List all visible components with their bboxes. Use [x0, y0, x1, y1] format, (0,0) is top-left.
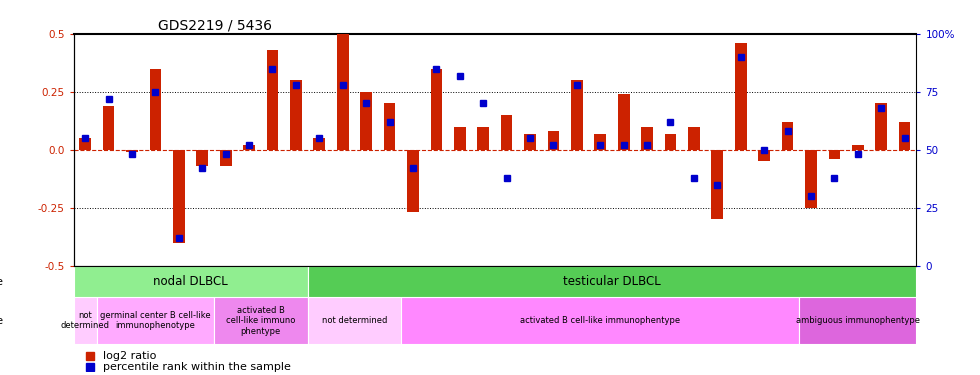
Bar: [337, 34, 349, 150]
Text: percentile rank within the sample: percentile rank within the sample: [103, 362, 291, 372]
Bar: [595, 134, 606, 150]
Bar: [664, 134, 676, 150]
Text: nodal DLBCL: nodal DLBCL: [153, 275, 228, 288]
Bar: [384, 104, 395, 150]
Bar: [220, 150, 231, 166]
Text: tissue: tissue: [0, 277, 3, 286]
Bar: [641, 127, 653, 150]
Bar: [800, 297, 916, 344]
Text: germinal center B cell-like
immunophenotype: germinal center B cell-like immunophenot…: [100, 311, 211, 330]
Bar: [401, 297, 800, 344]
Bar: [571, 80, 583, 150]
Bar: [361, 92, 372, 150]
Bar: [617, 94, 629, 150]
Text: GDS2219 / 5436: GDS2219 / 5436: [158, 19, 271, 33]
Bar: [735, 43, 747, 150]
Text: not
determined: not determined: [61, 311, 110, 330]
Bar: [454, 127, 465, 150]
Bar: [74, 266, 308, 297]
Bar: [267, 50, 278, 150]
Bar: [782, 122, 794, 150]
Text: ambiguous immunophentype: ambiguous immunophentype: [796, 316, 920, 325]
Bar: [806, 150, 816, 208]
Text: log2 ratio: log2 ratio: [103, 351, 157, 361]
Bar: [214, 297, 308, 344]
Bar: [150, 69, 162, 150]
Bar: [173, 150, 184, 243]
Bar: [711, 150, 723, 219]
Bar: [875, 104, 887, 150]
Bar: [308, 297, 401, 344]
Bar: [899, 122, 910, 150]
Bar: [97, 297, 214, 344]
Bar: [828, 150, 840, 159]
Bar: [477, 127, 489, 150]
Bar: [290, 80, 302, 150]
Text: not determined: not determined: [321, 316, 387, 325]
Bar: [243, 145, 255, 150]
Bar: [308, 266, 916, 297]
Bar: [196, 150, 208, 166]
Bar: [501, 115, 513, 150]
Bar: [759, 150, 770, 161]
Bar: [103, 106, 115, 150]
Text: activated B
cell-like immuno
phentype: activated B cell-like immuno phentype: [226, 306, 296, 336]
Text: disease state: disease state: [0, 316, 3, 326]
Bar: [79, 138, 91, 150]
Text: activated B cell-like immunophentype: activated B cell-like immunophentype: [520, 316, 680, 325]
Bar: [126, 150, 138, 152]
Bar: [548, 131, 560, 150]
Bar: [407, 150, 418, 212]
Bar: [688, 127, 700, 150]
Bar: [852, 145, 863, 150]
Bar: [314, 138, 325, 150]
Bar: [74, 297, 97, 344]
Bar: [524, 134, 536, 150]
Text: testicular DLBCL: testicular DLBCL: [564, 275, 661, 288]
Bar: [430, 69, 442, 150]
